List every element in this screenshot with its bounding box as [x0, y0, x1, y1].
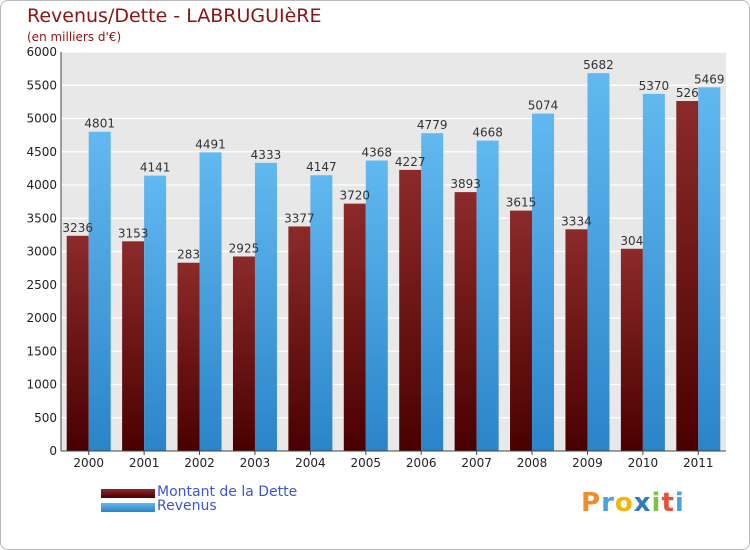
bar-revenus: [421, 133, 444, 451]
logo-letter: x: [633, 488, 652, 518]
x-tick-label: 2002: [184, 456, 215, 470]
bar-dette: [676, 101, 699, 451]
data-label-revenus: 4333: [251, 148, 282, 162]
data-label-dette: 3720: [340, 189, 371, 203]
y-tick-label: 5500: [26, 78, 57, 92]
bar-revenus: [310, 175, 333, 452]
data-label-revenus: 4668: [472, 126, 503, 140]
logo-letter: i: [674, 488, 685, 518]
x-tick-label: 2007: [461, 456, 492, 470]
data-label-dette: 3377: [284, 211, 315, 225]
bar-dette: [399, 169, 422, 452]
x-tick-label: 2000: [73, 456, 104, 470]
bar-revenus: [365, 160, 388, 451]
bar-dette: [510, 210, 533, 451]
data-label-dette: 3334: [561, 214, 592, 228]
logo-letter: i: [651, 488, 662, 518]
data-label-dette: 3893: [450, 177, 481, 191]
data-label-revenus: 5682: [583, 58, 614, 72]
y-tick-label: 5000: [26, 112, 57, 126]
data-label-dette: 3153: [118, 226, 149, 240]
x-tick-label: 2008: [517, 456, 548, 470]
bar-revenus: [199, 152, 222, 451]
y-tick-label: 1000: [26, 378, 57, 392]
data-label-revenus: 4368: [362, 146, 393, 160]
bar-revenus: [476, 140, 499, 451]
y-tick-label: 6000: [26, 45, 57, 59]
data-label-revenus: 4779: [417, 118, 448, 132]
data-label-dette: 2925: [229, 241, 260, 255]
bar-dette: [177, 262, 200, 451]
logo-letter: o: [614, 488, 634, 518]
x-tick-label: 2010: [628, 456, 659, 470]
data-label-dette: 304: [620, 234, 643, 248]
data-label-dette: 3236: [62, 221, 93, 235]
data-label-revenus: 5469: [694, 72, 725, 86]
x-tick-label: 2005: [351, 456, 382, 470]
bar-dette: [343, 203, 366, 451]
logo-letter: t: [661, 488, 675, 518]
bar-dette: [288, 226, 311, 451]
data-label-revenus: 5074: [528, 99, 559, 113]
bar-dette: [620, 248, 643, 451]
x-tick-label: 2003: [240, 456, 271, 470]
bar-dette: [454, 192, 477, 452]
x-tick-label: 2006: [406, 456, 437, 470]
x-tick-label: 2001: [129, 456, 160, 470]
proxiti-logo: Proxiti: [581, 488, 685, 518]
data-label-dette: 3615: [506, 196, 537, 210]
bar-dette: [232, 256, 255, 451]
data-label-revenus: 4491: [195, 137, 226, 151]
y-tick-label: 4000: [26, 178, 57, 192]
logo-letter: P: [581, 488, 602, 518]
x-tick-label: 2011: [683, 456, 714, 470]
bar-revenus: [532, 113, 555, 451]
data-label-dette: 283: [177, 248, 200, 262]
data-label-dette: 526: [676, 86, 699, 100]
y-tick-label: 3500: [26, 211, 57, 225]
bar-dette: [565, 229, 588, 451]
y-tick-label: 4500: [26, 145, 57, 159]
y-tick-label: 0: [49, 444, 57, 458]
data-label-dette: 4227: [395, 155, 426, 169]
x-tick-label: 2004: [295, 456, 326, 470]
bar-revenus: [642, 93, 665, 452]
x-tick-label: 2009: [572, 456, 603, 470]
legend-swatch-revenus: [101, 503, 155, 512]
data-label-revenus: 4141: [140, 161, 171, 175]
y-tick-label: 500: [34, 411, 57, 425]
data-label-revenus: 5370: [639, 79, 670, 93]
bar-revenus: [698, 87, 721, 452]
legend-label-dette: Montant de la Dette: [157, 484, 298, 500]
bar-dette: [66, 235, 89, 451]
y-tick-label: 2500: [26, 278, 57, 292]
bar-revenus: [144, 175, 167, 451]
chart-title: Revenus/Dette - LABRUGUIèRE: [27, 5, 322, 27]
bar-dette: [122, 241, 145, 451]
logo-letter: r: [601, 488, 615, 518]
bar-revenus: [587, 73, 610, 451]
legend-swatch-dette: [101, 489, 155, 498]
bar-revenus: [88, 131, 111, 451]
y-tick-label: 3000: [26, 245, 57, 259]
chart-subtitle: (en milliers d'€): [27, 30, 122, 44]
data-label-revenus: 4801: [84, 117, 115, 131]
data-label-revenus: 4147: [306, 160, 337, 174]
bar-revenus: [254, 162, 277, 451]
y-tick-label: 1500: [26, 344, 57, 358]
legend-label-revenus: Revenus: [157, 498, 217, 514]
y-tick-label: 2000: [26, 311, 57, 325]
